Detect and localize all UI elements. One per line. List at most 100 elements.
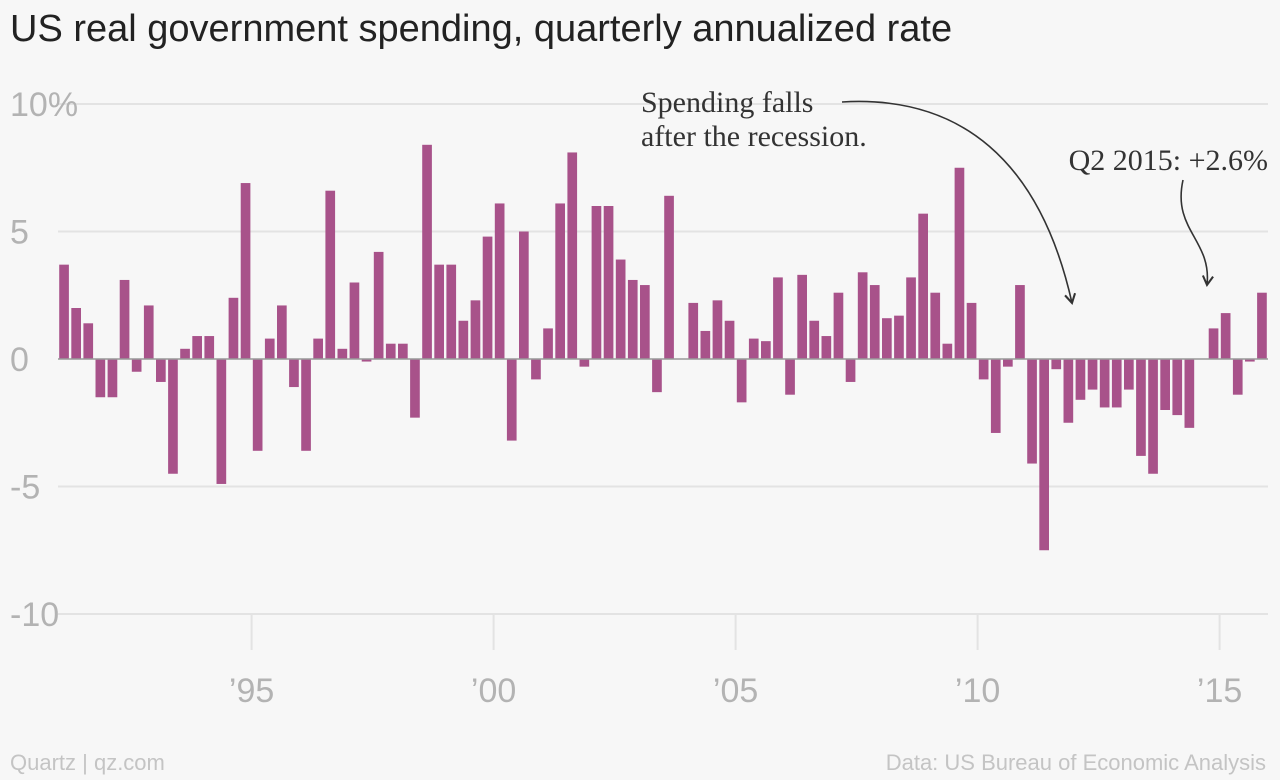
bar <box>264 338 275 359</box>
chart-title: US real government spending, quarterly a… <box>10 8 953 50</box>
source-credit: Quartz | qz.com <box>10 750 165 775</box>
bar <box>1015 285 1025 359</box>
bar <box>652 359 662 393</box>
bar <box>724 320 735 359</box>
bar <box>59 264 69 359</box>
y-axis-ticks: 10% 5 0 -5 -10 <box>10 86 78 634</box>
bar <box>1027 359 1037 464</box>
bar <box>240 183 251 359</box>
annotation-q2-2015: Q2 2015: +2.6% <box>1069 144 1268 177</box>
bar <box>761 341 771 359</box>
bar <box>748 338 759 359</box>
bar <box>1039 359 1049 551</box>
bar <box>470 300 481 359</box>
bar <box>1148 359 1158 474</box>
bar <box>1099 359 1110 408</box>
bar <box>494 203 505 359</box>
bar <box>1063 359 1074 423</box>
bar <box>482 236 493 359</box>
bar <box>301 359 311 451</box>
bar <box>131 359 142 372</box>
bar <box>83 323 94 359</box>
bar <box>228 297 239 359</box>
bar <box>156 359 166 382</box>
bar <box>337 348 348 359</box>
bar <box>712 300 723 359</box>
bar <box>95 359 106 398</box>
bar <box>1111 359 1122 408</box>
data-source: Data: US Bureau of Economic Analysis <box>885 750 1266 775</box>
x-axis-ticks: ’95 ’00 ’05 ’10 ’15 <box>229 614 1242 710</box>
bar <box>519 231 529 359</box>
bar <box>1087 359 1098 390</box>
bar <box>966 302 977 359</box>
arrow-q2-2015 <box>1180 179 1214 288</box>
y-tick-label: 0 <box>10 341 29 379</box>
bar <box>591 206 602 359</box>
bar <box>204 336 215 359</box>
bar <box>906 277 916 359</box>
bar <box>180 348 190 359</box>
bar <box>664 195 674 359</box>
bar <box>1075 359 1086 400</box>
bar <box>785 359 795 395</box>
bar <box>942 343 953 359</box>
bar <box>107 359 118 398</box>
bar <box>930 292 941 359</box>
bar <box>458 320 469 359</box>
bar <box>700 330 711 359</box>
bar <box>277 305 287 359</box>
gridlines <box>58 103 1268 615</box>
bar <box>506 359 517 441</box>
bar <box>736 359 747 403</box>
x-tick-label: ’10 <box>955 672 1000 710</box>
bar <box>168 359 178 474</box>
bar <box>845 359 856 382</box>
y-tick-label: 10% <box>10 86 78 124</box>
bar <box>1136 359 1146 456</box>
bar <box>349 282 360 359</box>
bar <box>797 274 807 359</box>
annotations: Spending falls after the recession. Q2 201… <box>641 86 1268 306</box>
bar <box>579 359 590 367</box>
bar <box>289 359 299 388</box>
bar <box>192 336 202 359</box>
bar <box>373 251 384 359</box>
bar <box>918 213 928 359</box>
bar <box>1160 359 1170 410</box>
bar <box>543 328 553 359</box>
bar <box>555 203 565 359</box>
bar <box>882 318 892 359</box>
bar <box>1172 359 1183 416</box>
bar <box>809 320 820 359</box>
y-tick-label: -5 <box>10 469 40 507</box>
bar <box>385 343 396 359</box>
bar <box>1184 359 1195 428</box>
bar <box>627 279 638 359</box>
bar <box>313 338 323 359</box>
bar <box>567 152 578 359</box>
bar <box>71 308 81 359</box>
bar <box>978 359 989 380</box>
bar <box>894 315 904 359</box>
bar <box>1208 328 1219 359</box>
bar <box>688 302 699 359</box>
bar <box>434 264 444 359</box>
bar <box>821 336 832 359</box>
bar <box>833 292 844 359</box>
bar <box>398 343 408 359</box>
bar <box>857 272 868 359</box>
bar <box>361 359 372 362</box>
arrow-recession <box>841 100 1077 306</box>
bar <box>216 359 227 484</box>
x-tick-label: ’05 <box>713 672 758 710</box>
bar <box>615 259 626 359</box>
bar <box>869 285 880 359</box>
x-tick-label: ’15 <box>1197 672 1242 710</box>
bar <box>1003 359 1013 367</box>
bar <box>252 359 263 451</box>
bar <box>143 305 154 359</box>
bar <box>773 277 783 359</box>
bar <box>410 359 420 418</box>
